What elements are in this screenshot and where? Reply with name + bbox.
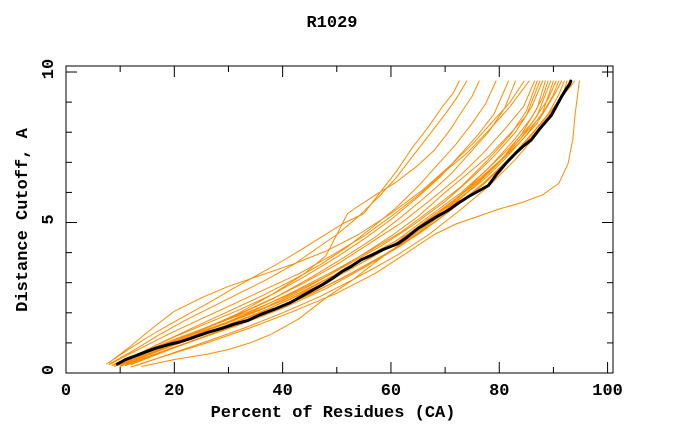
x-tick-label: 40 — [272, 382, 292, 401]
model-curve — [125, 80, 562, 365]
model-curve — [106, 80, 460, 365]
model-curve — [111, 80, 497, 366]
model-curve — [114, 80, 509, 365]
curves-layer — [106, 79, 580, 368]
model-curve — [108, 80, 468, 365]
model-curve — [125, 80, 546, 366]
model-curve — [111, 80, 557, 366]
y-tick-label: 0 — [40, 365, 59, 375]
x-axis-label: Percent of Residues (CA) — [211, 404, 456, 423]
y-tick-label: 10 — [40, 59, 59, 79]
x-tick-label: 0 — [61, 382, 71, 401]
model-curve — [135, 80, 568, 366]
model-curve — [119, 80, 571, 367]
chart-title: R1029 — [306, 14, 357, 33]
model-curve — [108, 80, 530, 366]
model-curve — [130, 80, 580, 368]
x-tick-label: 100 — [592, 382, 623, 401]
model-curve — [108, 80, 525, 363]
model-curve — [119, 80, 538, 366]
model-curve — [130, 80, 565, 366]
ticks-layer — [65, 66, 613, 374]
model-curve — [125, 80, 575, 366]
x-tick-label: 80 — [489, 382, 509, 401]
y-axis-label: Distance Cutoff, A — [14, 127, 33, 311]
x-tick-label: 20 — [164, 382, 184, 401]
y-tick-label: 5 — [40, 214, 59, 224]
consensus-curve — [116, 79, 573, 366]
plot-frame — [65, 65, 614, 374]
model-curve — [114, 80, 541, 365]
model-curve — [141, 80, 552, 367]
model-curve — [119, 80, 516, 365]
tick-labels-layer: 0 20 40 60 80 100 0 5 10 — [40, 59, 623, 401]
x-tick-label: 60 — [381, 382, 401, 401]
model-curve — [119, 80, 560, 365]
model-curve — [117, 80, 535, 366]
model-curve — [122, 80, 544, 365]
